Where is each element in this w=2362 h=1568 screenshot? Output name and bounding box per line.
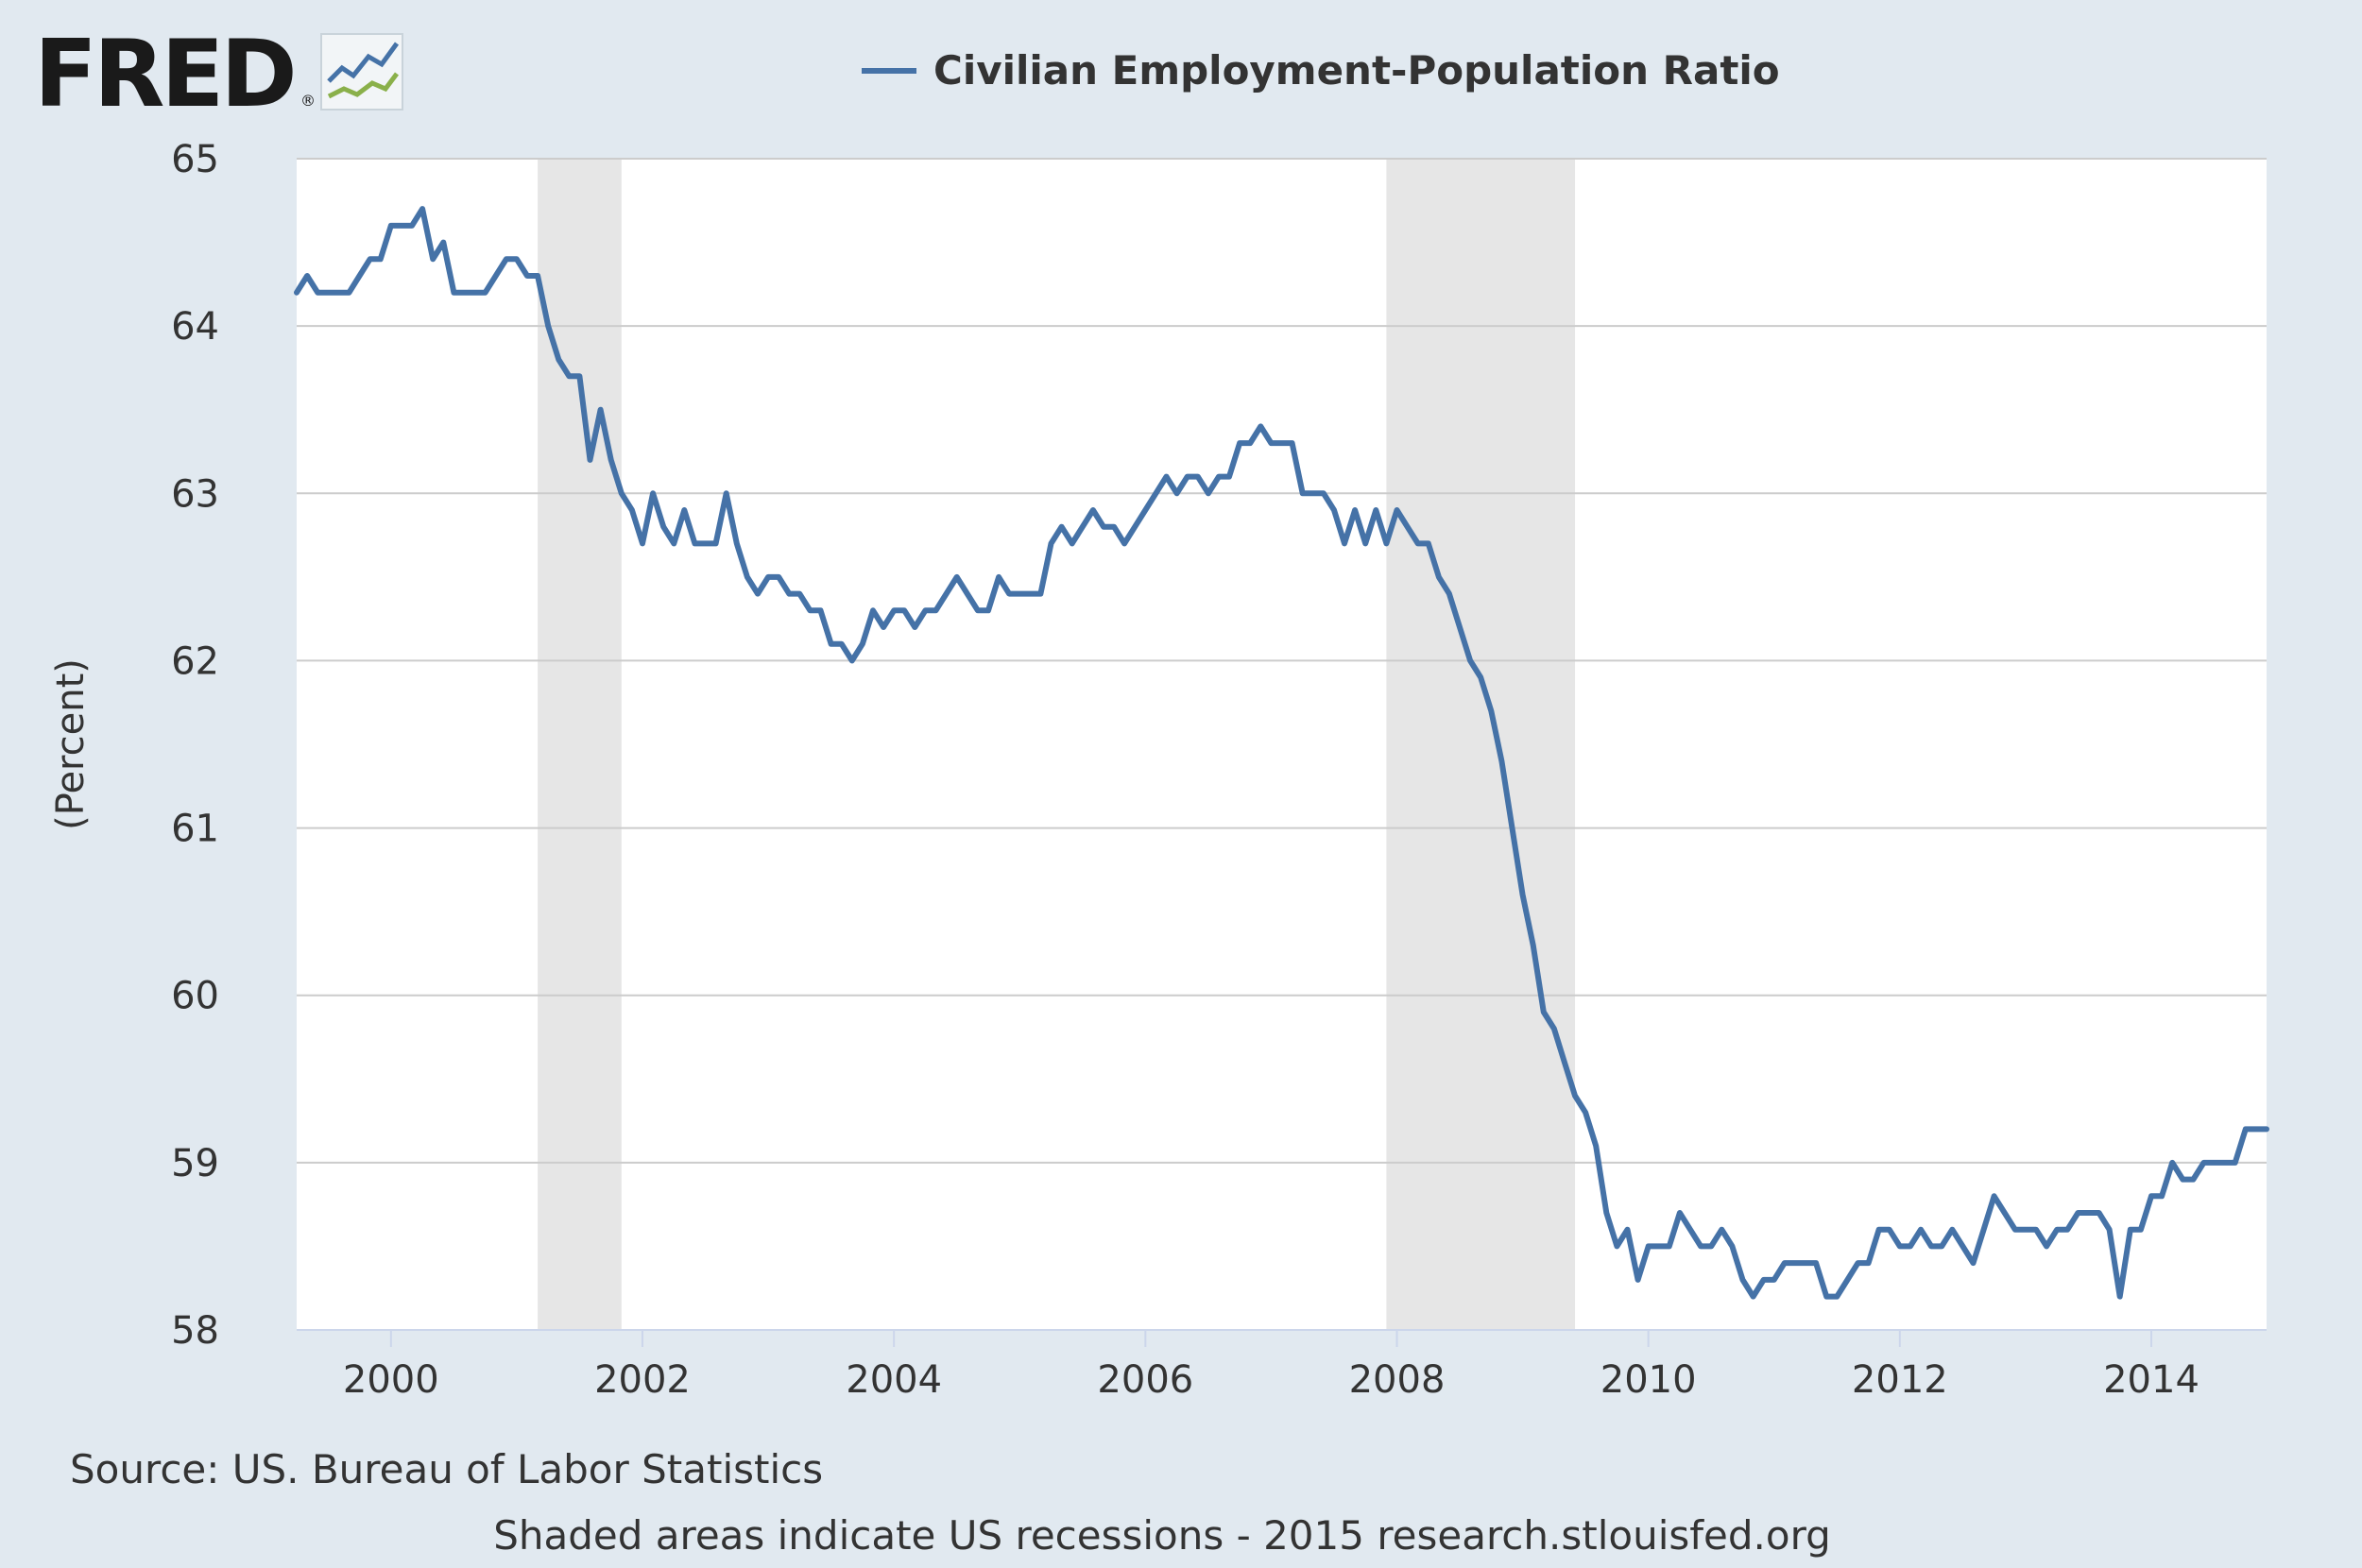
gridlines <box>297 158 2267 1164</box>
recession-bands <box>538 159 1576 1330</box>
x-tick-label: 2008 <box>1349 1358 1446 1402</box>
y-tick-label: 59 <box>171 1142 219 1185</box>
series-layer <box>294 206 2269 1300</box>
x-tick-label: 2000 <box>343 1358 439 1402</box>
y-tick-label: 61 <box>171 808 219 851</box>
recession-band <box>538 159 622 1330</box>
x-tick-label: 2012 <box>1852 1358 1948 1402</box>
y-tick-label: 60 <box>171 975 219 1018</box>
x-tick-label: 2014 <box>2103 1358 2199 1402</box>
y-tick-label: 58 <box>171 1309 219 1353</box>
series-line <box>294 206 2269 1300</box>
recession-footnote: Shaded areas indicate US recessions - 20… <box>493 1512 1831 1559</box>
legend: Civilian Employment-Population Ratio <box>862 47 1780 94</box>
y-tick-label: 63 <box>171 472 219 516</box>
fred-logo: FRED ® <box>34 21 403 128</box>
fred-sparkline-icon <box>320 33 403 111</box>
plot-area <box>297 159 2267 1330</box>
y-axis-ticks: 58 59 60 61 62 63 64 65 <box>171 138 219 1353</box>
x-tick-label: 2002 <box>594 1358 691 1402</box>
x-axis-ticks: 2000 2002 2004 2006 2008 2010 2012 2014 <box>343 1330 2199 1402</box>
x-tick-label: 2006 <box>1097 1358 1193 1402</box>
source-note: Source: US. Bureau of Labor Statistics <box>70 1446 823 1492</box>
x-tick-label: 2004 <box>846 1358 942 1402</box>
y-axis-label: (Percent) <box>49 658 93 830</box>
y-tick-label: 65 <box>171 138 219 181</box>
legend-label: Civilian Employment-Population Ratio <box>933 47 1780 94</box>
y-tick-label: 64 <box>171 305 219 349</box>
logo-registered-mark: ® <box>300 92 316 110</box>
logo-text: FRED <box>34 21 294 128</box>
x-tick-label: 2010 <box>1600 1358 1697 1402</box>
recession-band <box>1386 159 1576 1330</box>
y-tick-label: 62 <box>171 639 219 683</box>
